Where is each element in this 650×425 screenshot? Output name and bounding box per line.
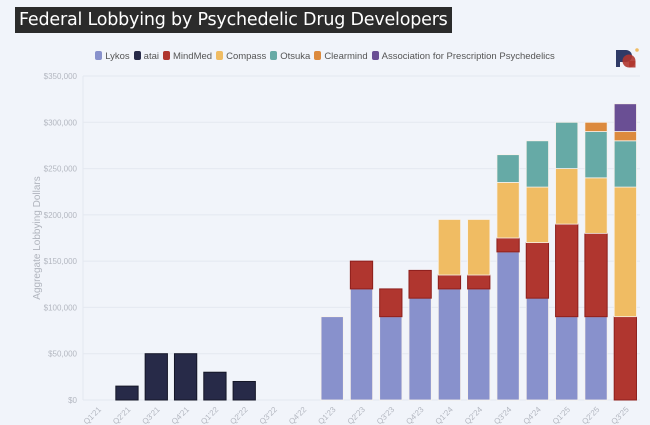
bar-segment-atai[interactable] (144, 353, 168, 401)
x-tick-label: Q3'24 (492, 405, 514, 425)
x-tick-label: Q3'21 (140, 405, 162, 425)
legend-swatch (133, 51, 141, 60)
bar-segment-mindmed[interactable] (525, 242, 550, 299)
bar-segment-lykos[interactable] (349, 288, 374, 401)
bar-segment-mindmed[interactable] (555, 223, 579, 318)
legend-swatch (163, 51, 170, 60)
legend-label: Lykos (105, 51, 130, 62)
legend-item[interactable]: Clearmind (314, 51, 368, 62)
logo-icon (616, 48, 639, 68)
legend-swatch (95, 51, 103, 60)
bar-segment-compass[interactable] (496, 182, 520, 239)
bar-segment-mindmed[interactable] (379, 288, 403, 318)
x-tick-label: Q3'25 (609, 405, 631, 425)
bar-segment-mindmed[interactable] (408, 269, 432, 299)
x-tick-label: Q1'23 (316, 405, 338, 425)
y-tick-label: $250,000 (44, 165, 78, 174)
x-tick-label: Q1'21 (82, 405, 104, 425)
bar-segment-compass[interactable] (584, 177, 608, 234)
bar-segment-lykos[interactable] (584, 316, 608, 401)
bar-segment-atai[interactable] (203, 371, 227, 401)
bar-segment-mindmed[interactable] (467, 274, 491, 290)
x-tick-label: Q4'22 (287, 405, 309, 425)
legend-item[interactable]: Lykos (95, 51, 130, 62)
x-tick-label: Q2'22 (228, 405, 250, 425)
bar-segment-mindmed[interactable] (613, 316, 637, 401)
y-tick-label: $50,000 (48, 350, 77, 359)
bar-segment-otsuka[interactable] (525, 140, 549, 188)
x-tick-label: Q3'23 (375, 405, 397, 425)
bar-segment-compass[interactable] (437, 219, 461, 276)
bar-segment-atai[interactable] (115, 385, 139, 401)
bar-segment-lykos[interactable] (525, 297, 549, 401)
bar-segment-mindmed[interactable] (437, 274, 462, 290)
bar-segment-lykos[interactable] (555, 316, 579, 401)
legend-swatch (270, 51, 278, 60)
bar-segment-clearmind[interactable] (613, 131, 637, 142)
bar-segment-association-for-prescription-psychedelics[interactable] (613, 103, 637, 132)
legend-label: MindMed (173, 51, 213, 62)
bar-segment-atai[interactable] (173, 353, 198, 401)
legend: Lykos atai MindMed Compass Otsuka Clearmind As… (0, 51, 650, 62)
x-tick-label: Q2'23 (346, 405, 368, 425)
legend-item[interactable]: atai (133, 51, 159, 62)
x-tick-label: Q4'21 (170, 405, 192, 425)
x-tick-label: Q2'21 (111, 405, 133, 425)
x-tick-label: Q4'23 (404, 405, 426, 425)
legend-label: Clearmind (324, 51, 368, 62)
y-tick-label: $100,000 (44, 303, 78, 312)
x-tick-label: Q1'25 (551, 405, 573, 425)
bar-segment-compass[interactable] (467, 219, 491, 276)
bar-segment-otsuka[interactable] (613, 140, 637, 188)
legend-item[interactable]: MindMed (163, 51, 212, 62)
y-tick-label: $0 (68, 396, 77, 405)
x-tick-label: Q4'24 (522, 405, 544, 425)
legend-label: Otsuka (280, 51, 311, 62)
y-tick-label: $350,000 (44, 72, 78, 81)
legend-swatch (314, 51, 322, 60)
legend-label: Compass (226, 51, 267, 62)
y-tick-label: $300,000 (44, 118, 78, 127)
bar-segment-lykos[interactable] (467, 288, 491, 401)
y-axis-label: Aggregate Lobbying Dollars (32, 176, 43, 299)
bar-segment-otsuka[interactable] (555, 121, 579, 169)
bar-segment-compass[interactable] (613, 186, 637, 318)
x-tick-label: Q2'25 (580, 405, 602, 425)
legend-swatch (371, 51, 379, 60)
bar-segment-mindmed[interactable] (496, 237, 520, 253)
bar-segment-lykos[interactable] (379, 316, 403, 401)
legend-item[interactable]: Otsuka (270, 51, 310, 62)
x-tick-label: Q1'24 (434, 405, 456, 425)
legend-item[interactable]: Association for Prescription Psychedelic… (371, 51, 555, 62)
y-tick-label: $150,000 (44, 257, 78, 266)
legend-swatch (216, 51, 224, 60)
bar-segment-mindmed[interactable] (584, 232, 608, 318)
bar-segment-lykos[interactable] (437, 288, 461, 401)
x-tick-label: Q3'22 (258, 405, 280, 425)
y-tick-label: $200,000 (44, 211, 78, 220)
bar-segment-otsuka[interactable] (496, 154, 520, 183)
legend-label: Association for Prescription Psychedelic… (381, 51, 555, 62)
bar-segment-mindmed[interactable] (349, 260, 374, 290)
bar-segment-compass[interactable] (555, 168, 579, 225)
bar-segment-lykos[interactable] (320, 316, 344, 401)
legend-label: atai (143, 51, 159, 62)
bar-segment-lykos[interactable] (496, 251, 520, 401)
x-tick-label: Q1'22 (199, 405, 221, 425)
chart-title: Federal Lobbying by Psychedelic Drug Dev… (15, 7, 452, 33)
bar-segment-compass[interactable] (525, 186, 549, 244)
bar-segment-otsuka[interactable] (584, 131, 608, 179)
bar-segment-clearmind[interactable] (584, 121, 608, 132)
bar-segment-atai[interactable] (232, 380, 256, 401)
x-tick-label: Q2'24 (463, 405, 485, 425)
legend-item[interactable]: Compass (216, 51, 266, 62)
bar-segment-lykos[interactable] (408, 297, 432, 401)
